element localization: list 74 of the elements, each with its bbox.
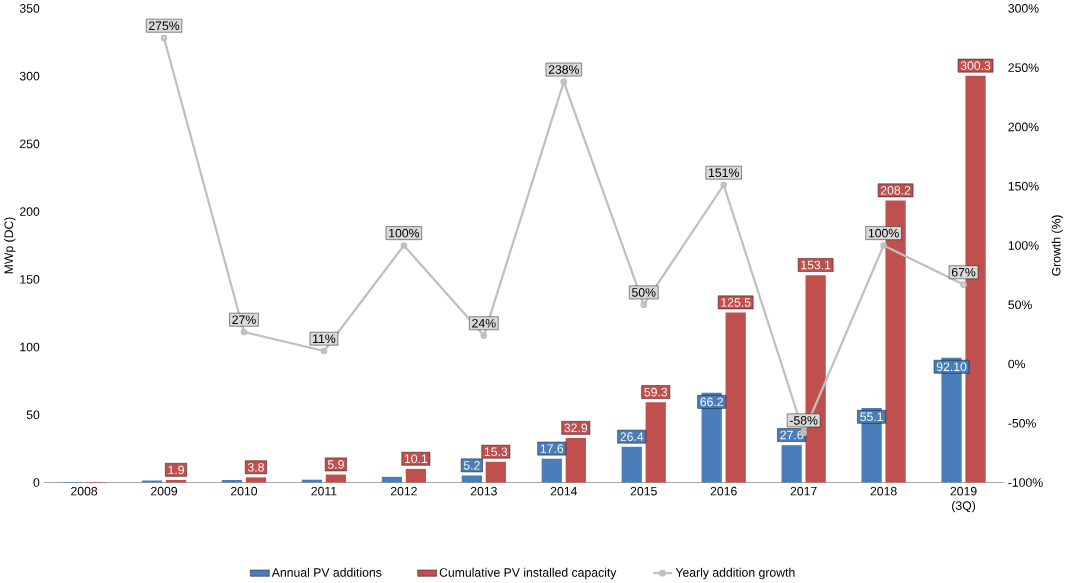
data-label: 1.9 (168, 465, 184, 475)
y-tick-label: 100 (20, 342, 40, 352)
y-tick-label: 200 (20, 207, 40, 216)
y2-tick-label: 0% (1008, 359, 1026, 369)
data-label: 5.9 (327, 460, 344, 469)
data-label: 3.8 (247, 462, 264, 472)
legend-label: Cumulative PV installed capacity (439, 567, 617, 580)
data-label: 208.2 (880, 186, 911, 195)
data-label: -58% (789, 416, 818, 425)
y-tick-label: 150 (20, 275, 40, 284)
data-label: 11% (313, 334, 336, 343)
data-label: 275% (149, 21, 180, 31)
data-label: 50% (632, 288, 656, 297)
y2-tick-label: 250% (1008, 63, 1039, 73)
y-axis-title: MWp (DC) (4, 217, 16, 274)
point (560, 78, 568, 86)
data-label: 66.2 (700, 397, 723, 407)
x-tick-label: 2017 (790, 486, 817, 496)
data-label: 55.1 (860, 412, 883, 422)
y-tick-label: 0 (33, 478, 40, 487)
x-tick-label: 2013 (470, 486, 497, 496)
x-tick-label: 2012 (390, 486, 417, 496)
data-label: 300.3 (960, 61, 991, 70)
bar (381, 476, 403, 483)
data-label: 26.4 (620, 432, 644, 442)
y-tick-label: 300 (19, 71, 40, 81)
x-tick-label: 2009 (151, 486, 178, 496)
data-label: 100% (389, 228, 420, 238)
bar (141, 480, 163, 483)
data-label: 5.2 (463, 461, 480, 470)
point (480, 332, 488, 339)
data-label: 92.10 (936, 362, 967, 372)
x-tick-label: 2019 (3Q) (950, 486, 977, 513)
x-tick-label: 2014 (550, 486, 578, 496)
y-tick-label: 350 (19, 4, 40, 13)
data-label: 24% (472, 318, 496, 328)
y2-tick-label: 200% (1008, 122, 1039, 132)
x-tick-label: 2011 (311, 486, 337, 496)
y2-tick-label: -100% (1008, 478, 1043, 487)
bar (221, 479, 243, 483)
y2-tick-label: -50% (1008, 418, 1036, 428)
data-label: 125.5 (721, 298, 751, 307)
legend-label: Annual PV additions (271, 567, 382, 577)
data-label: 153.1 (801, 260, 831, 270)
data-label: 32.9 (564, 423, 588, 433)
data-label: 27% (232, 315, 256, 325)
point (400, 242, 408, 249)
data-label: 59.3 (644, 387, 668, 397)
data-label: 15.3 (484, 447, 508, 457)
point (720, 181, 728, 189)
data-label: 17.6 (540, 444, 564, 453)
y2-tick-label: 50% (1008, 300, 1032, 310)
data-label: 100% (868, 228, 899, 238)
data-label: 67% (951, 267, 976, 277)
y2-tick-label: 100% (1008, 241, 1039, 250)
data-label: 238% (548, 65, 579, 74)
legend-label: Yearly addition growth (675, 567, 795, 580)
data-label: 10.1 (404, 454, 428, 464)
y2-tick-label: 150% (1008, 181, 1039, 191)
x-tick-label: 2008 (71, 486, 98, 496)
y-tick-label: 250 (20, 139, 40, 149)
bar (301, 479, 323, 483)
y-tick-label: 50 (26, 410, 40, 420)
data-label: 151% (708, 168, 739, 178)
x-tick-label: 2010 (230, 486, 258, 496)
point (640, 301, 648, 309)
point (320, 347, 328, 355)
x-tick-label: 2015 (630, 486, 657, 496)
y2-tick-label: 300% (1008, 4, 1039, 13)
x-tick-label: 2018 (870, 486, 897, 496)
y2-axis-title: Growth (%) (1051, 215, 1063, 276)
x-tick-label: 2016 (710, 486, 737, 496)
point (240, 328, 248, 336)
point (880, 242, 887, 249)
